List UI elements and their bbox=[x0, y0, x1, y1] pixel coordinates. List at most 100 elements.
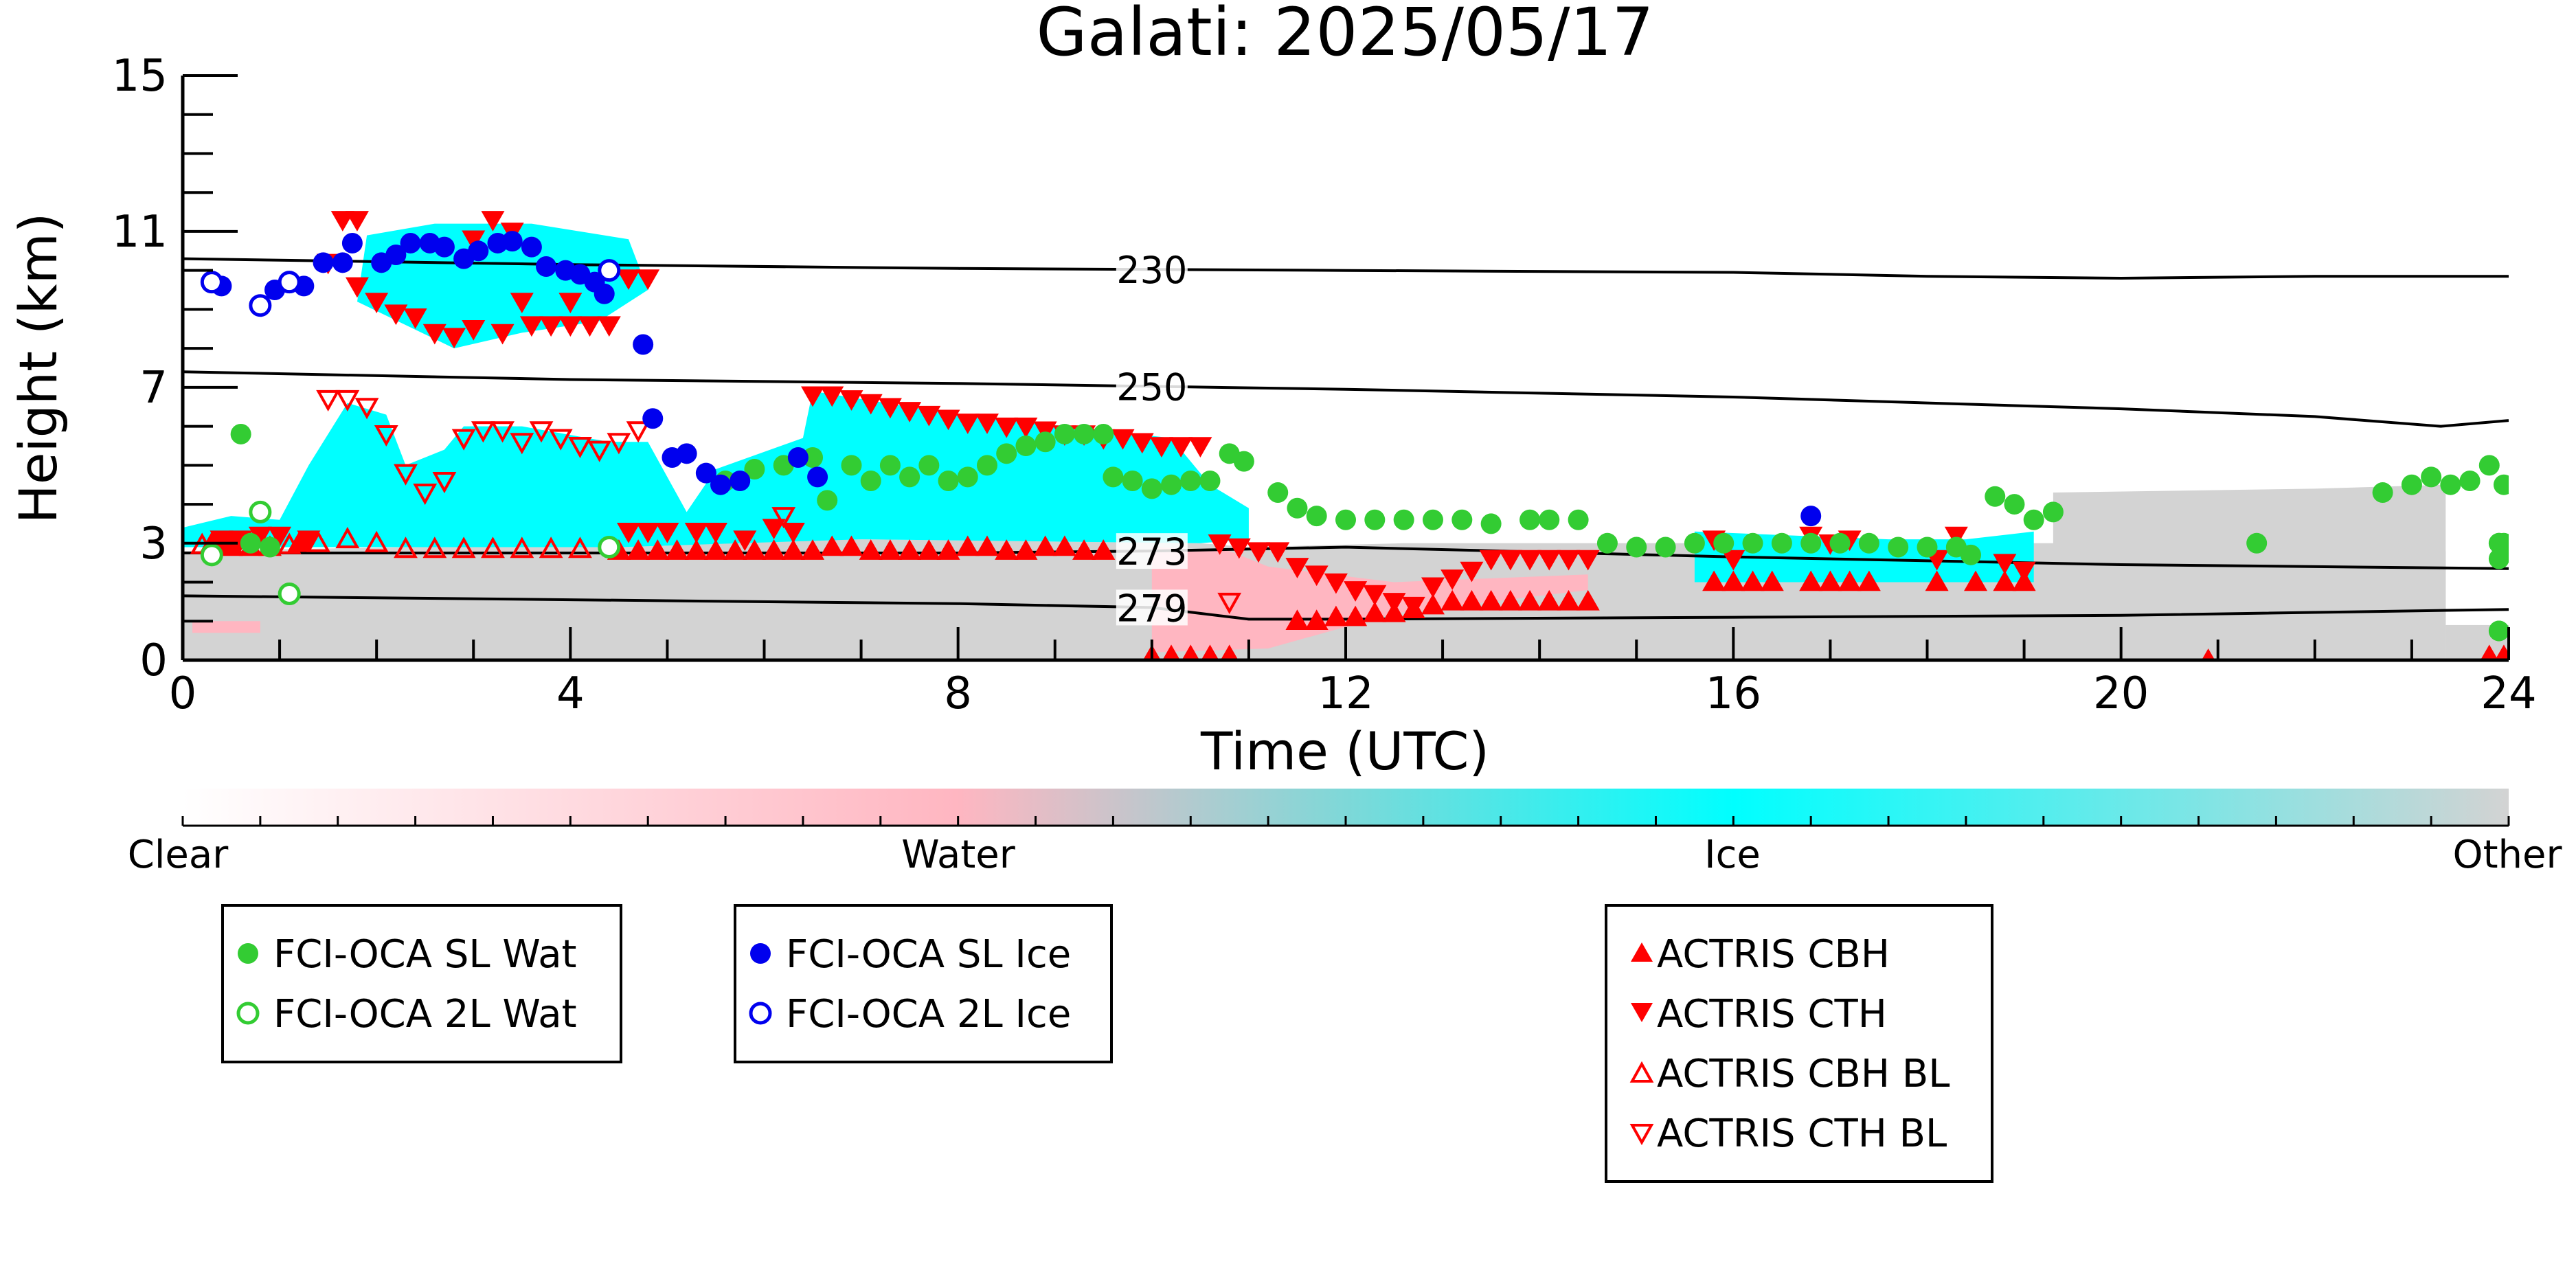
point-actris-cbh bbox=[898, 539, 922, 560]
point-fci-oca-2l-wat bbox=[200, 543, 223, 567]
point-actris-cth-bl bbox=[568, 436, 592, 459]
point-fci-oca-sl-wat bbox=[1141, 478, 1162, 499]
point-actris-cbh bbox=[762, 539, 786, 560]
point-actris-cth bbox=[1285, 558, 1309, 578]
point-actris-cbh bbox=[878, 539, 902, 560]
point-fci-oca-sl-wat bbox=[2488, 620, 2509, 642]
point-actris-cth bbox=[1537, 550, 1561, 571]
point-fci-oca-sl-wat bbox=[230, 423, 251, 444]
point-fci-oca-sl-wat bbox=[938, 471, 959, 492]
y-tick-label: 3 bbox=[139, 519, 168, 569]
point-fci-oca-sl-wat bbox=[976, 455, 997, 476]
point-actris-cth-bl bbox=[394, 464, 418, 486]
legend-ice: FCI-OCA SL Ice FCI-OCA 2L Ice bbox=[734, 904, 1113, 1063]
point-actris-cth bbox=[1421, 577, 1445, 598]
point-actris-cbh bbox=[1285, 609, 1309, 631]
point-fci-oca-sl-wat bbox=[1771, 532, 1792, 554]
point-fci-oca-sl-wat bbox=[2493, 474, 2509, 495]
point-actris-cth-bl bbox=[548, 429, 573, 451]
isotherm-label-bg-230 bbox=[1116, 251, 1188, 288]
series-fci-oca-2l-wat bbox=[200, 500, 621, 606]
point-fci-oca-sl-wat bbox=[1800, 532, 1822, 554]
point-actris-cbh bbox=[1857, 570, 1881, 591]
point-fci-oca-sl-wat bbox=[2440, 474, 2461, 495]
point-fci-oca-2l-wat bbox=[249, 500, 272, 523]
point-actris-cth bbox=[1188, 437, 1212, 457]
point-fci-oca-sl-wat bbox=[744, 459, 765, 480]
point-fci-oca-sl-wat bbox=[1035, 431, 1056, 453]
point-actris-cth bbox=[636, 269, 660, 291]
point-actris-cbh bbox=[781, 539, 805, 560]
point-fci-oca-sl-ice bbox=[807, 466, 828, 488]
point-fci-oca-sl-wat bbox=[1364, 509, 1386, 530]
series-actris-cbh bbox=[200, 531, 2509, 660]
point-actris-cth bbox=[558, 293, 583, 314]
point-fci-oca-sl-wat bbox=[2459, 471, 2481, 492]
phase-water-region bbox=[1151, 547, 1588, 653]
point-fci-oca-sl-wat bbox=[1199, 471, 1221, 492]
isotherm-label-273: 273 bbox=[1116, 530, 1187, 574]
point-actris-cbh bbox=[1741, 570, 1765, 591]
point-actris-cbh bbox=[995, 539, 1019, 560]
point-actris-cbh bbox=[936, 539, 960, 560]
point-actris-cth bbox=[2012, 561, 2036, 583]
point-actris-cth bbox=[859, 394, 883, 415]
point-actris-cbh bbox=[1421, 594, 1445, 615]
point-fci-oca-2l-ice bbox=[598, 259, 621, 282]
point-actris-cth-bl bbox=[451, 429, 476, 451]
point-fci-oca-sl-ice bbox=[536, 256, 557, 277]
point-actris-cbh bbox=[1702, 570, 1726, 591]
point-actris-cbh bbox=[1324, 605, 1348, 626]
point-actris-cth bbox=[956, 414, 980, 434]
point-fci-oca-sl-wat bbox=[1684, 532, 1705, 554]
point-actris-cth bbox=[462, 320, 486, 341]
point-actris-cth bbox=[1382, 593, 1406, 613]
point-fci-oca-sl-wat bbox=[860, 471, 881, 492]
point-fci-oca-sl-wat bbox=[2246, 532, 2268, 554]
point-actris-cth-bl bbox=[1217, 592, 1242, 614]
point-actris-cth-bl bbox=[607, 433, 631, 455]
point-actris-cth bbox=[1401, 596, 1425, 618]
point-actris-cth bbox=[703, 523, 727, 543]
point-actris-cbh bbox=[1033, 535, 1057, 556]
point-fci-oca-sl-wat bbox=[1655, 536, 1676, 558]
point-actris-cbh bbox=[1162, 644, 1181, 660]
series-fci-oca-sl-wat bbox=[230, 423, 2509, 642]
point-fci-oca-sl-wat bbox=[817, 490, 838, 511]
point-actris-cth bbox=[345, 277, 369, 298]
point-fci-oca-sl-wat bbox=[1888, 536, 1909, 558]
point-actris-cth bbox=[936, 409, 960, 431]
point-fci-oca-sl-ice bbox=[332, 252, 353, 273]
colorbar-label-clear: Clear bbox=[128, 833, 229, 877]
y-axis-label: Height (km) bbox=[8, 213, 69, 524]
point-fci-oca-sl-wat bbox=[1858, 532, 1879, 554]
point-fci-oca-sl-wat bbox=[1626, 536, 1647, 558]
point-actris-cbh bbox=[1799, 570, 1823, 591]
point-actris-cth bbox=[597, 316, 621, 337]
point-actris-cbh bbox=[1092, 539, 1116, 560]
point-fci-oca-sl-ice bbox=[400, 232, 421, 253]
point-actris-cth bbox=[1576, 550, 1600, 571]
point-fci-oca-sl-wat bbox=[259, 536, 280, 558]
point-actris-cbh bbox=[1363, 601, 1387, 622]
point-actris-cth-bl bbox=[413, 484, 438, 506]
point-actris-cbh bbox=[1344, 605, 1368, 626]
point-actris-cbh bbox=[287, 531, 311, 552]
x-axis-label: Time (UTC) bbox=[1200, 721, 1489, 782]
point-actris-cbh bbox=[684, 539, 708, 560]
point-actris-cbh bbox=[219, 535, 243, 556]
point-actris-cth-bl bbox=[316, 389, 341, 411]
point-actris-cth bbox=[490, 324, 515, 345]
point-fci-oca-sl-ice bbox=[730, 471, 751, 492]
point-actris-cth bbox=[1227, 538, 1251, 559]
point-actris-cth bbox=[975, 414, 999, 434]
point-actris-cth bbox=[917, 405, 941, 427]
point-actris-cbh-bl bbox=[364, 530, 389, 552]
point-actris-cbh-bl bbox=[568, 536, 592, 558]
point-actris-cbh bbox=[956, 535, 980, 556]
point-fci-oca-sl-wat bbox=[1539, 509, 1560, 530]
series-fci-oca-2l-ice bbox=[200, 259, 621, 317]
y-tick-label: 7 bbox=[139, 363, 168, 414]
point-actris-cth bbox=[422, 324, 447, 345]
